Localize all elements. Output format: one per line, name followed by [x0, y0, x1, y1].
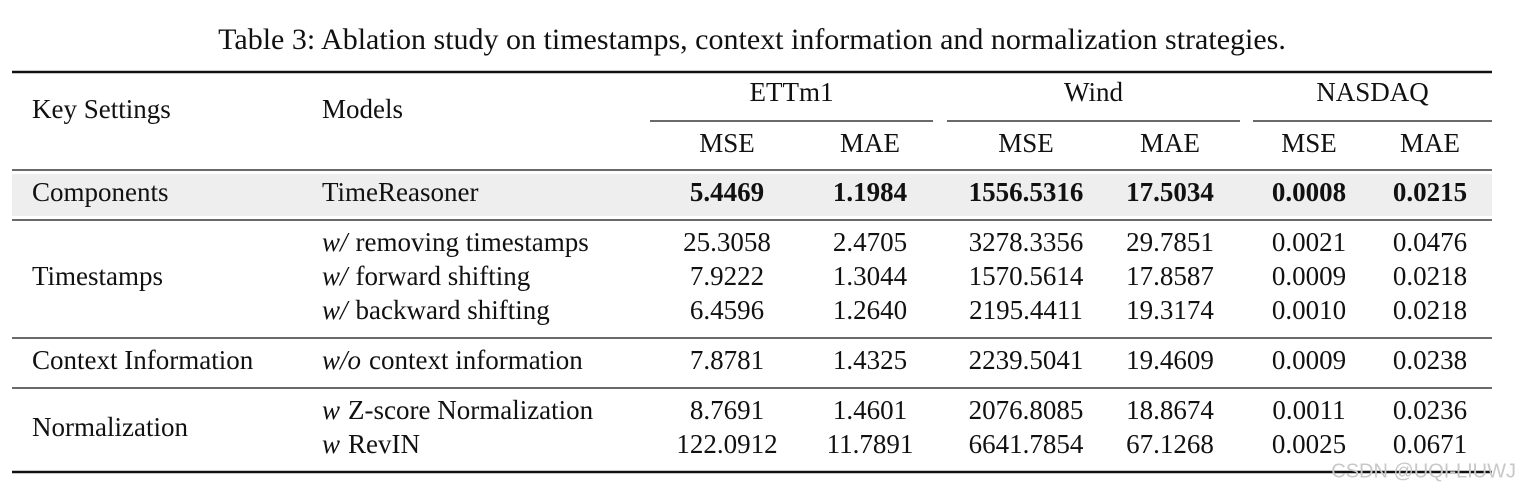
section-key: Components	[32, 177, 169, 207]
cell-value: 18.8674	[1126, 395, 1214, 425]
cell-value: 0.0021	[1272, 227, 1346, 257]
model-prefix: w/	[322, 227, 350, 257]
section-key: Context Information	[32, 345, 254, 375]
model-name: w/backward shifting	[322, 295, 550, 325]
cell-value: 0.0218	[1393, 261, 1467, 291]
cell-value: 1.2640	[833, 295, 907, 325]
cell-value: 5.4469	[690, 177, 764, 207]
cell-value: 2.4705	[833, 227, 907, 257]
metric-header: MSE	[1281, 128, 1337, 158]
model-label: removing timestamps	[356, 227, 589, 257]
cell-value: 0.0671	[1393, 429, 1467, 459]
cell-value: 1.4601	[833, 395, 907, 425]
group-header: Wind	[1064, 77, 1123, 107]
row-highlight	[12, 174, 1492, 216]
model-name: TimeReasoner	[322, 177, 479, 207]
cell-value: 0.0025	[1272, 429, 1346, 459]
model-prefix: w	[322, 395, 340, 425]
cell-value: 17.5034	[1126, 177, 1214, 207]
cell-value: 0.0236	[1393, 395, 1467, 425]
cell-value: 8.7691	[690, 395, 764, 425]
cell-value: 0.0011	[1272, 395, 1345, 425]
model-prefix: w/	[322, 295, 350, 325]
model-label: backward shifting	[356, 295, 550, 325]
cell-value: 19.3174	[1126, 295, 1214, 325]
cell-value: 19.4609	[1126, 345, 1214, 375]
section-key: Normalization	[32, 412, 188, 442]
cell-value: 0.0476	[1393, 227, 1467, 257]
model-name: w/o context information	[322, 345, 583, 375]
model-label: forward shifting	[356, 261, 531, 291]
model-name: w Z-score Normalization	[322, 395, 594, 425]
cell-value: 0.0218	[1393, 295, 1467, 325]
header-key: Key Settings	[32, 94, 171, 124]
cell-value: 0.0008	[1272, 177, 1346, 207]
metric-header: MAE	[840, 128, 900, 158]
metric-header: MAE	[1140, 128, 1200, 158]
cell-value: 1.1984	[833, 177, 907, 207]
model-name: w RevIN	[322, 429, 420, 459]
model-label: RevIN	[348, 429, 420, 459]
cell-value: 3278.3356	[969, 227, 1084, 257]
cell-value: 1.3044	[833, 261, 908, 291]
model-prefix: w/	[322, 261, 350, 291]
cell-value: 0.0238	[1393, 345, 1467, 375]
model-label: Z-score Normalization	[348, 395, 594, 425]
caption: Table 3: Ablation study on timestamps, c…	[218, 23, 1286, 56]
cell-value: 2076.8085	[969, 395, 1084, 425]
cell-value: 29.7851	[1126, 227, 1214, 257]
model-prefix: w/o	[322, 345, 361, 375]
cell-value: 11.7891	[827, 429, 914, 459]
model-label: TimeReasoner	[322, 177, 479, 207]
cell-value: 0.0009	[1272, 261, 1346, 291]
group-header: ETTm1	[750, 77, 834, 107]
metric-header: MAE	[1400, 128, 1460, 158]
model-prefix: w	[322, 429, 340, 459]
cell-value: 7.9222	[690, 261, 764, 291]
watermark: CSDN @UQI-LIUWJ	[1331, 460, 1516, 482]
cell-value: 1556.5316	[969, 177, 1084, 207]
cell-value: 0.0010	[1272, 295, 1346, 325]
cell-value: 17.8587	[1126, 261, 1214, 291]
metric-header: MSE	[699, 128, 755, 158]
header-model: Models	[322, 94, 403, 124]
cell-value: 6641.7854	[969, 429, 1084, 459]
metric-header: MSE	[998, 128, 1054, 158]
model-name: w/removing timestamps	[322, 227, 589, 257]
group-header: NASDAQ	[1316, 77, 1429, 107]
cell-value: 0.0009	[1272, 345, 1346, 375]
cell-value: 1.4325	[833, 345, 907, 375]
cell-value: 6.4596	[690, 295, 764, 325]
cell-value: 122.0912	[676, 429, 777, 459]
cell-value: 7.8781	[690, 345, 764, 375]
cell-value: 25.3058	[683, 227, 771, 257]
cell-value: 2195.4411	[969, 295, 1083, 325]
cell-value: 67.1268	[1126, 429, 1214, 459]
cell-value: 2239.5041	[969, 345, 1084, 375]
model-name: w/forward shifting	[322, 261, 530, 291]
cell-value: 0.0215	[1393, 177, 1467, 207]
model-label: context information	[369, 345, 583, 375]
cell-value: 1570.5614	[969, 261, 1084, 291]
section-key: Timestamps	[32, 261, 163, 291]
